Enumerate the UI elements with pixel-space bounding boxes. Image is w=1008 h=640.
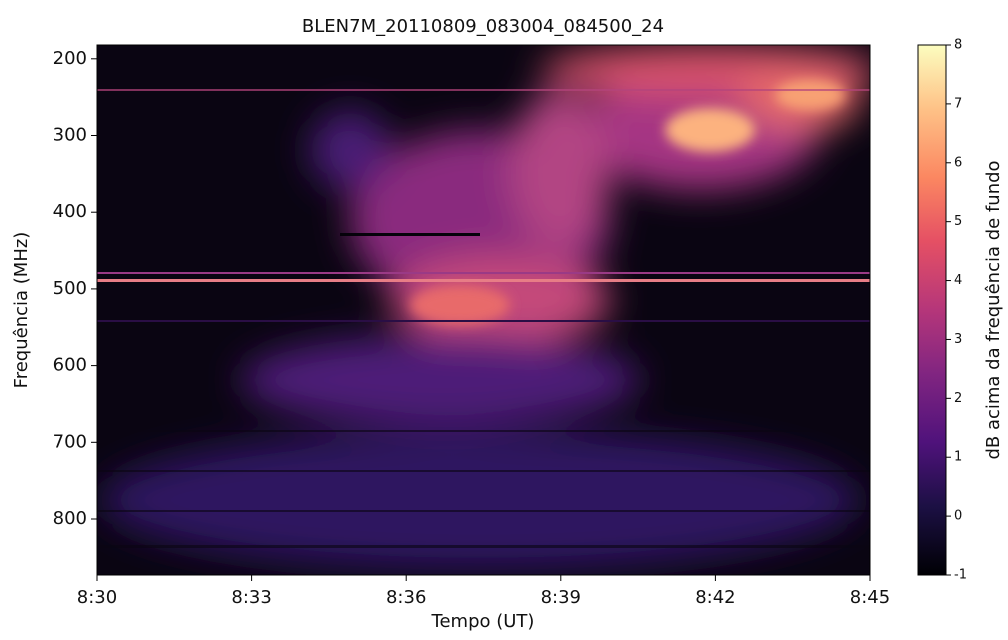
colorbar-tick-label: 2 xyxy=(954,391,962,406)
spectrogram-image xyxy=(97,45,870,575)
colorbar-tick-label: 4 xyxy=(954,273,962,288)
x-axis-label: Tempo (UT) xyxy=(431,611,535,632)
colorbar xyxy=(917,44,947,576)
y-tick-label: 200 xyxy=(53,48,87,69)
y-tick-label: 300 xyxy=(53,125,87,146)
colorbar-tick-label: 3 xyxy=(954,332,962,347)
y-tick-label: 700 xyxy=(53,431,87,452)
x-tick-label: 8:36 xyxy=(386,587,426,608)
colorbar-tick-label: 7 xyxy=(954,96,962,111)
y-tick-label: 500 xyxy=(53,278,87,299)
colorbar-tick-label: 6 xyxy=(954,155,962,170)
colorbar-tick-label: 1 xyxy=(954,450,962,465)
colorbar-tick-label: 8 xyxy=(954,38,962,53)
x-tick-label: 8:33 xyxy=(231,587,271,608)
colorbar-tick-label: 0 xyxy=(954,509,962,524)
plot-frame xyxy=(96,44,871,576)
y-tick-label: 400 xyxy=(53,201,87,222)
chart-title: BLEN7M_20110809_083004_084500_24 xyxy=(302,16,664,37)
y-tick-label: 800 xyxy=(53,508,87,529)
colorbar-tick-label: 5 xyxy=(954,214,962,229)
x-tick-label: 8:45 xyxy=(850,587,890,608)
y-tick-label: 600 xyxy=(53,355,87,376)
x-tick-label: 8:39 xyxy=(541,587,581,608)
x-tick-label: 8:30 xyxy=(77,587,117,608)
x-tick-label: 8:42 xyxy=(695,587,735,608)
colorbar-label: dB acima da frequência de fundo xyxy=(983,160,1004,459)
colorbar-tick-label: -1 xyxy=(954,568,967,583)
y-axis-label: Frequência (MHz) xyxy=(11,232,32,389)
